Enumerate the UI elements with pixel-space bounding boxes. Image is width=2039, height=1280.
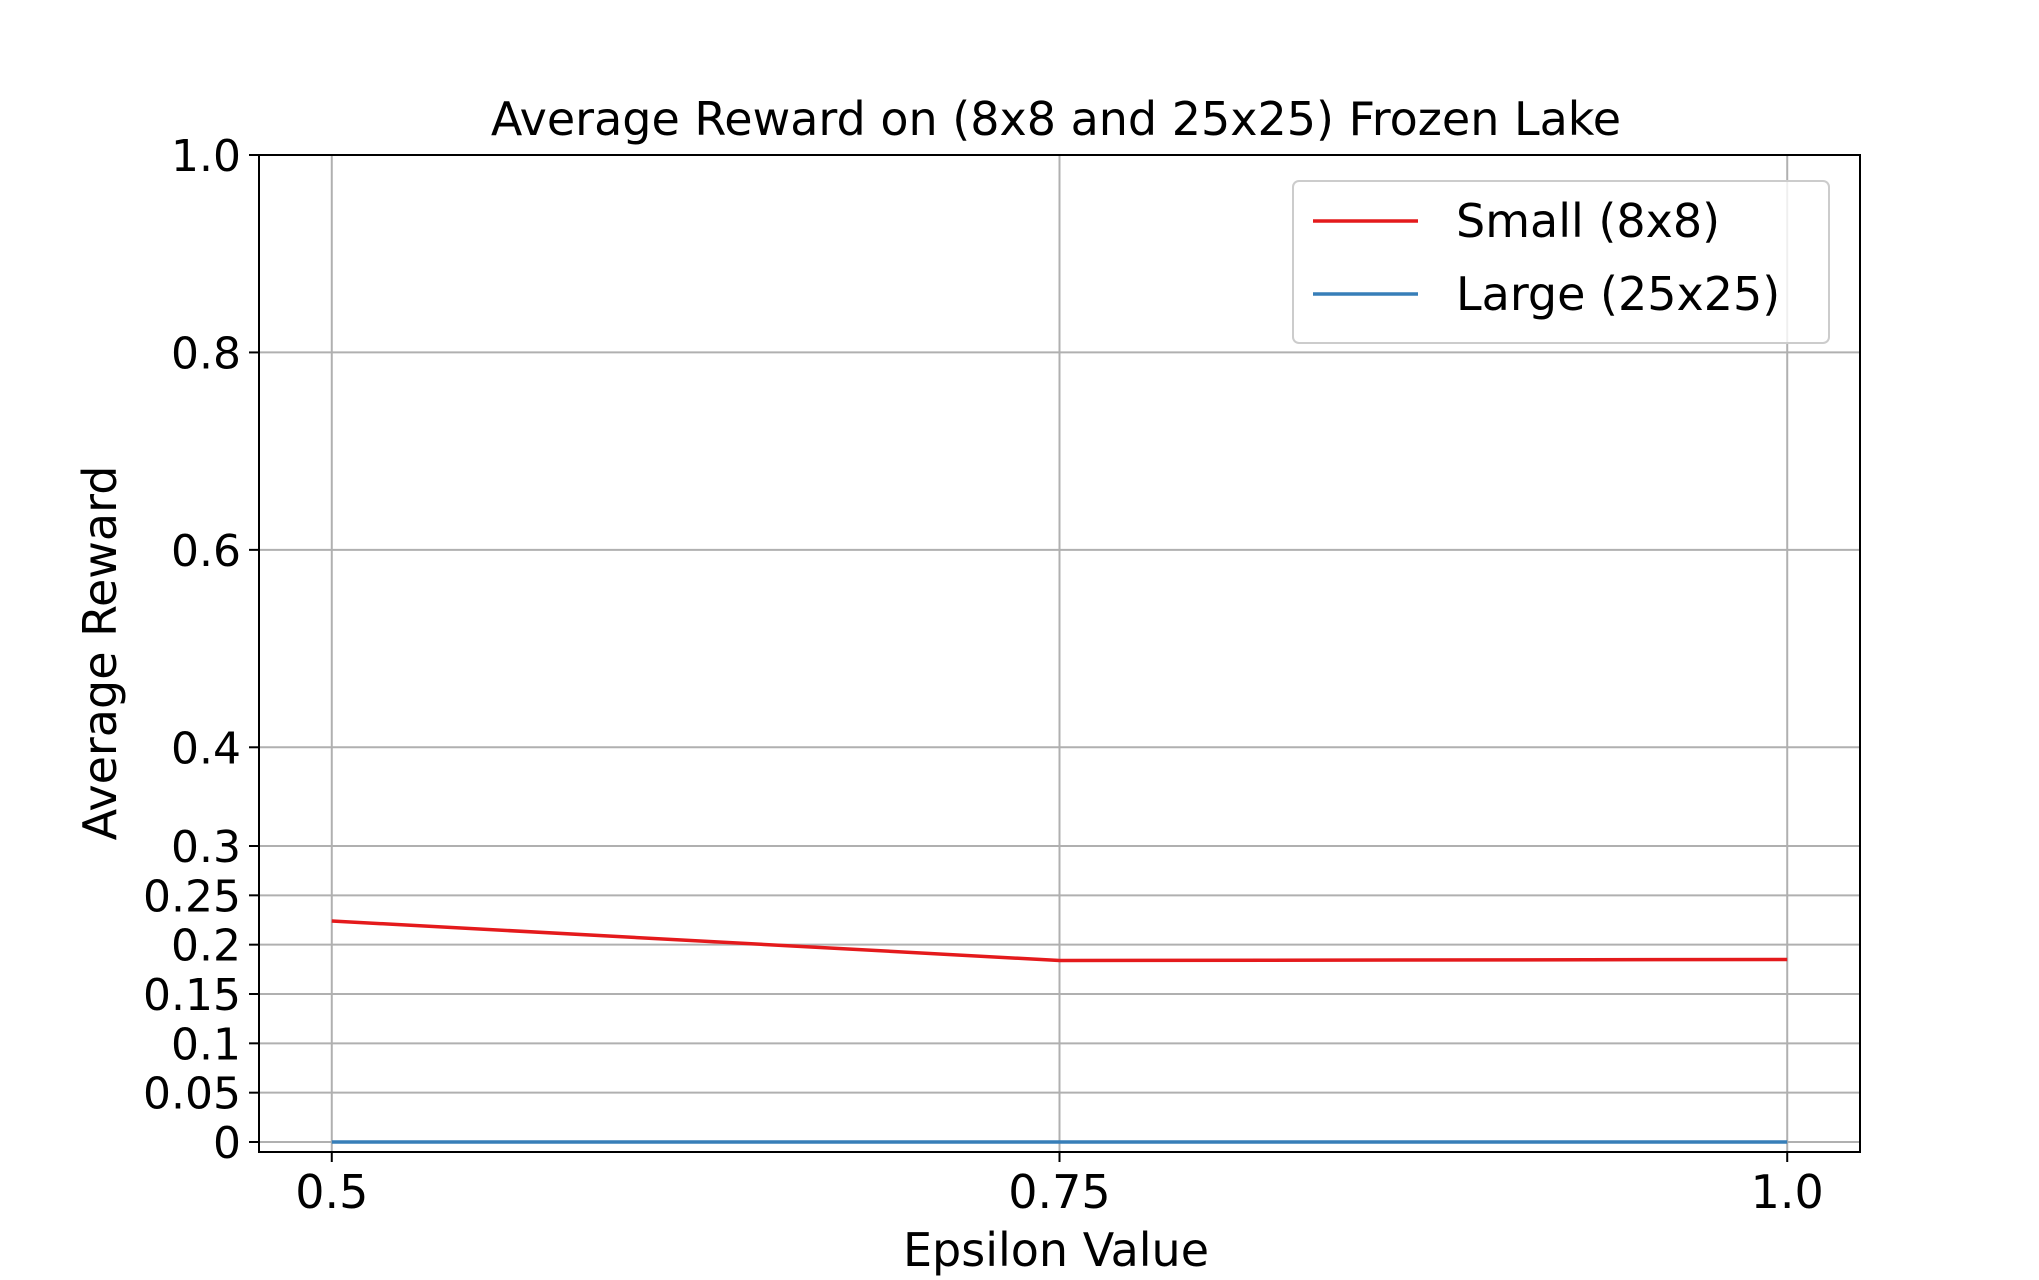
y-tick-label: 0.4 [171,723,241,774]
x-tick-label: 0.75 [1008,1165,1110,1219]
y-tick-label: 0.1 [171,1019,241,1070]
y-axis: 00.050.10.150.20.250.3 0.4 0.6 0.8 1.0 [143,131,259,1169]
y-axis-label: Average Reward [73,466,127,841]
legend-label-small: Small (8x8) [1456,194,1720,248]
x-axis: 0.5 0.75 1.0 [295,1152,1824,1219]
y-tick-label: 0.25 [143,871,241,922]
chart-title: Average Reward on (8x8 and 25x25) Frozen… [491,92,1621,146]
series-line-small [331,919,1788,963]
series-lines [331,919,1788,1144]
x-axis-label: Epsilon Value [903,1223,1209,1277]
y-tick-label: 0.6 [171,526,241,577]
legend: Small (8x8) Large (25x25) [1292,180,1830,344]
x-tick-label: 0.5 [295,1165,368,1219]
y-tick-label: 0.2 [171,921,241,972]
y-tick-label: 0 [213,1118,241,1169]
legend-label-large: Large (25x25) [1456,267,1780,321]
y-tick-label: 0.3 [171,822,241,873]
y-tick-label: 0.15 [143,970,241,1021]
y-tick-label: 1.0 [171,131,241,182]
legend-box [1292,180,1830,344]
y-tick-label: 0.8 [171,328,241,379]
y-tick-label: 0.05 [143,1069,241,1120]
x-tick-label: 1.0 [1751,1165,1824,1219]
